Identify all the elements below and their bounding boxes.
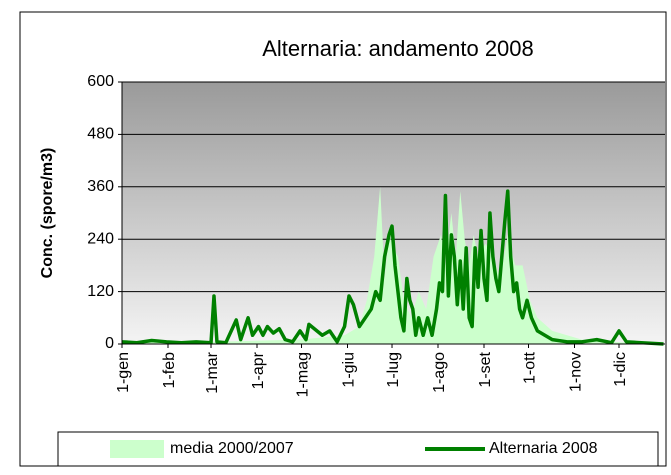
x-tick-label: 1-feb xyxy=(161,352,178,389)
x-tick-label: 1-set xyxy=(477,351,494,387)
x-tick-label: 1-gen xyxy=(115,352,132,393)
x-tick-label: 1-mar xyxy=(204,351,221,393)
y-tick-label: 600 xyxy=(87,73,114,90)
legend-swatch xyxy=(110,440,164,458)
y-tick-label: 480 xyxy=(87,126,114,143)
y-tick-label: 0 xyxy=(105,335,114,352)
y-tick-label: 240 xyxy=(87,230,114,247)
x-tick-label: 1-apr xyxy=(250,351,267,389)
legend-label: media 2000/2007 xyxy=(170,440,294,457)
x-tick-label: 1-ott xyxy=(522,351,539,384)
x-tick-label: 1-ago xyxy=(431,352,448,393)
x-tick-label: 1-lug xyxy=(385,352,402,388)
y-tick-label: 360 xyxy=(87,178,114,195)
chart-title: Alternaria: andamento 2008 xyxy=(262,36,534,61)
legend-label: Alternaria 2008 xyxy=(489,440,598,457)
x-tick-label: 1-dic xyxy=(612,352,629,387)
x-tick-label: 1-giu xyxy=(341,352,358,388)
x-tick-label: 1-mag xyxy=(295,352,312,397)
x-tick-label: 1-nov xyxy=(568,352,585,392)
line xyxy=(121,189,664,346)
y-tick-label: 120 xyxy=(87,283,114,300)
y-axis-label: Conc. (spore/m3) xyxy=(39,148,56,279)
